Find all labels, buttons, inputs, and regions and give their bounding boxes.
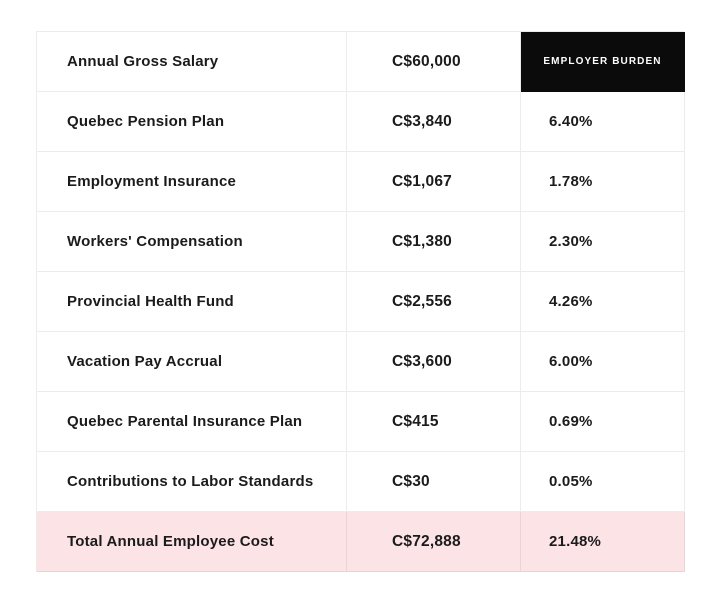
- table-total-row: Total Annual Employee Cost C$72,888 21.4…: [37, 512, 685, 572]
- row-amount-cell: C$30: [347, 452, 521, 512]
- row-burden-cell: 6.00%: [521, 332, 685, 392]
- row-amount-cell: C$415: [347, 392, 521, 452]
- row-item-cell: Vacation Pay Accrual: [37, 332, 347, 392]
- row-amount-cell: C$3,600: [347, 332, 521, 392]
- row-burden-cell: 0.05%: [521, 452, 685, 512]
- table-row: Workers' Compensation C$1,380 2.30%: [37, 212, 685, 272]
- table-row: Quebec Parental Insurance Plan C$415 0.6…: [37, 392, 685, 452]
- row-item-cell: Employment Insurance: [37, 152, 347, 212]
- header-amount-cell: C$60,000: [347, 32, 521, 92]
- row-burden-cell: 1.78%: [521, 152, 685, 212]
- row-amount-cell: C$1,380: [347, 212, 521, 272]
- row-burden-cell: 2.30%: [521, 212, 685, 272]
- table-row: Contributions to Labor Standards C$30 0.…: [37, 452, 685, 512]
- row-amount-cell: C$1,067: [347, 152, 521, 212]
- row-item-cell: Contributions to Labor Standards: [37, 452, 347, 512]
- table-row: Quebec Pension Plan C$3,840 6.40%: [37, 92, 685, 152]
- table-row: Employment Insurance C$1,067 1.78%: [37, 152, 685, 212]
- total-amount-cell: C$72,888: [347, 512, 521, 572]
- table-row: Provincial Health Fund C$2,556 4.26%: [37, 272, 685, 332]
- table-row: Vacation Pay Accrual C$3,600 6.00%: [37, 332, 685, 392]
- header-item-cell: Annual Gross Salary: [37, 32, 347, 92]
- row-amount-cell: C$2,556: [347, 272, 521, 332]
- row-item-cell: Quebec Parental Insurance Plan: [37, 392, 347, 452]
- row-item-cell: Quebec Pension Plan: [37, 92, 347, 152]
- employer-cost-table: Annual Gross Salary C$60,000 EMPLOYER BU…: [36, 31, 685, 572]
- row-burden-cell: 0.69%: [521, 392, 685, 452]
- employer-burden-badge-label: EMPLOYER BURDEN: [543, 56, 662, 67]
- total-burden-cell: 21.48%: [521, 512, 685, 572]
- row-burden-cell: 6.40%: [521, 92, 685, 152]
- row-item-cell: Workers' Compensation: [37, 212, 347, 272]
- row-amount-cell: C$3,840: [347, 92, 521, 152]
- row-burden-cell: 4.26%: [521, 272, 685, 332]
- total-item-cell: Total Annual Employee Cost: [37, 512, 347, 572]
- table-header-row: Annual Gross Salary C$60,000 EMPLOYER BU…: [37, 32, 685, 92]
- employer-burden-badge: EMPLOYER BURDEN: [521, 32, 685, 92]
- row-item-cell: Provincial Health Fund: [37, 272, 347, 332]
